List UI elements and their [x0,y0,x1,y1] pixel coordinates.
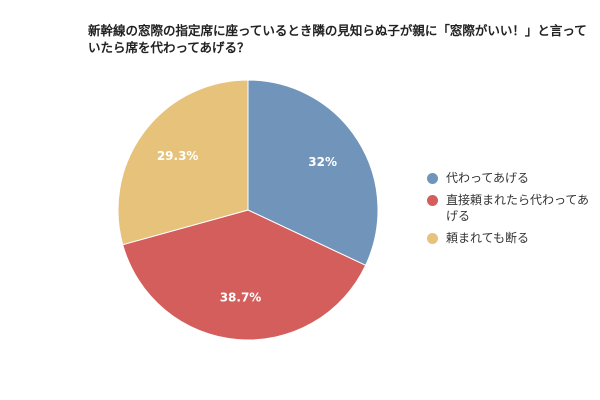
pie-slice [117,79,249,246]
legend-label: 代わってあげる [446,171,530,185]
data-label: 29.3% [157,149,199,163]
pie-slice [247,79,379,267]
data-label: 38.7% [220,291,262,305]
pie-slice [122,209,367,341]
legend-item: 直接頼まれたら代わってあげる [425,192,600,224]
legend-swatch [427,233,438,244]
legend-item: 代わってあげる [425,170,600,186]
legend-swatch [427,173,438,184]
chart-title: 新幹線の窓際の指定席に座っているとき隣の見知らぬ子が親に「窓際がいい！」と言って… [88,23,587,55]
legend-item: 頼まれても断る [425,230,600,246]
legend-swatch [427,195,438,206]
legend: 代わってあげる直接頼まれたら代わってあげる頼まれても断る [425,170,600,252]
legend-label: 頼まれても断る [446,231,530,245]
data-label: 32% [308,155,337,169]
legend-label: 直接頼まれたら代わってあげる [446,193,590,223]
chart: 32% 38.7% 29.3% [117,79,379,341]
